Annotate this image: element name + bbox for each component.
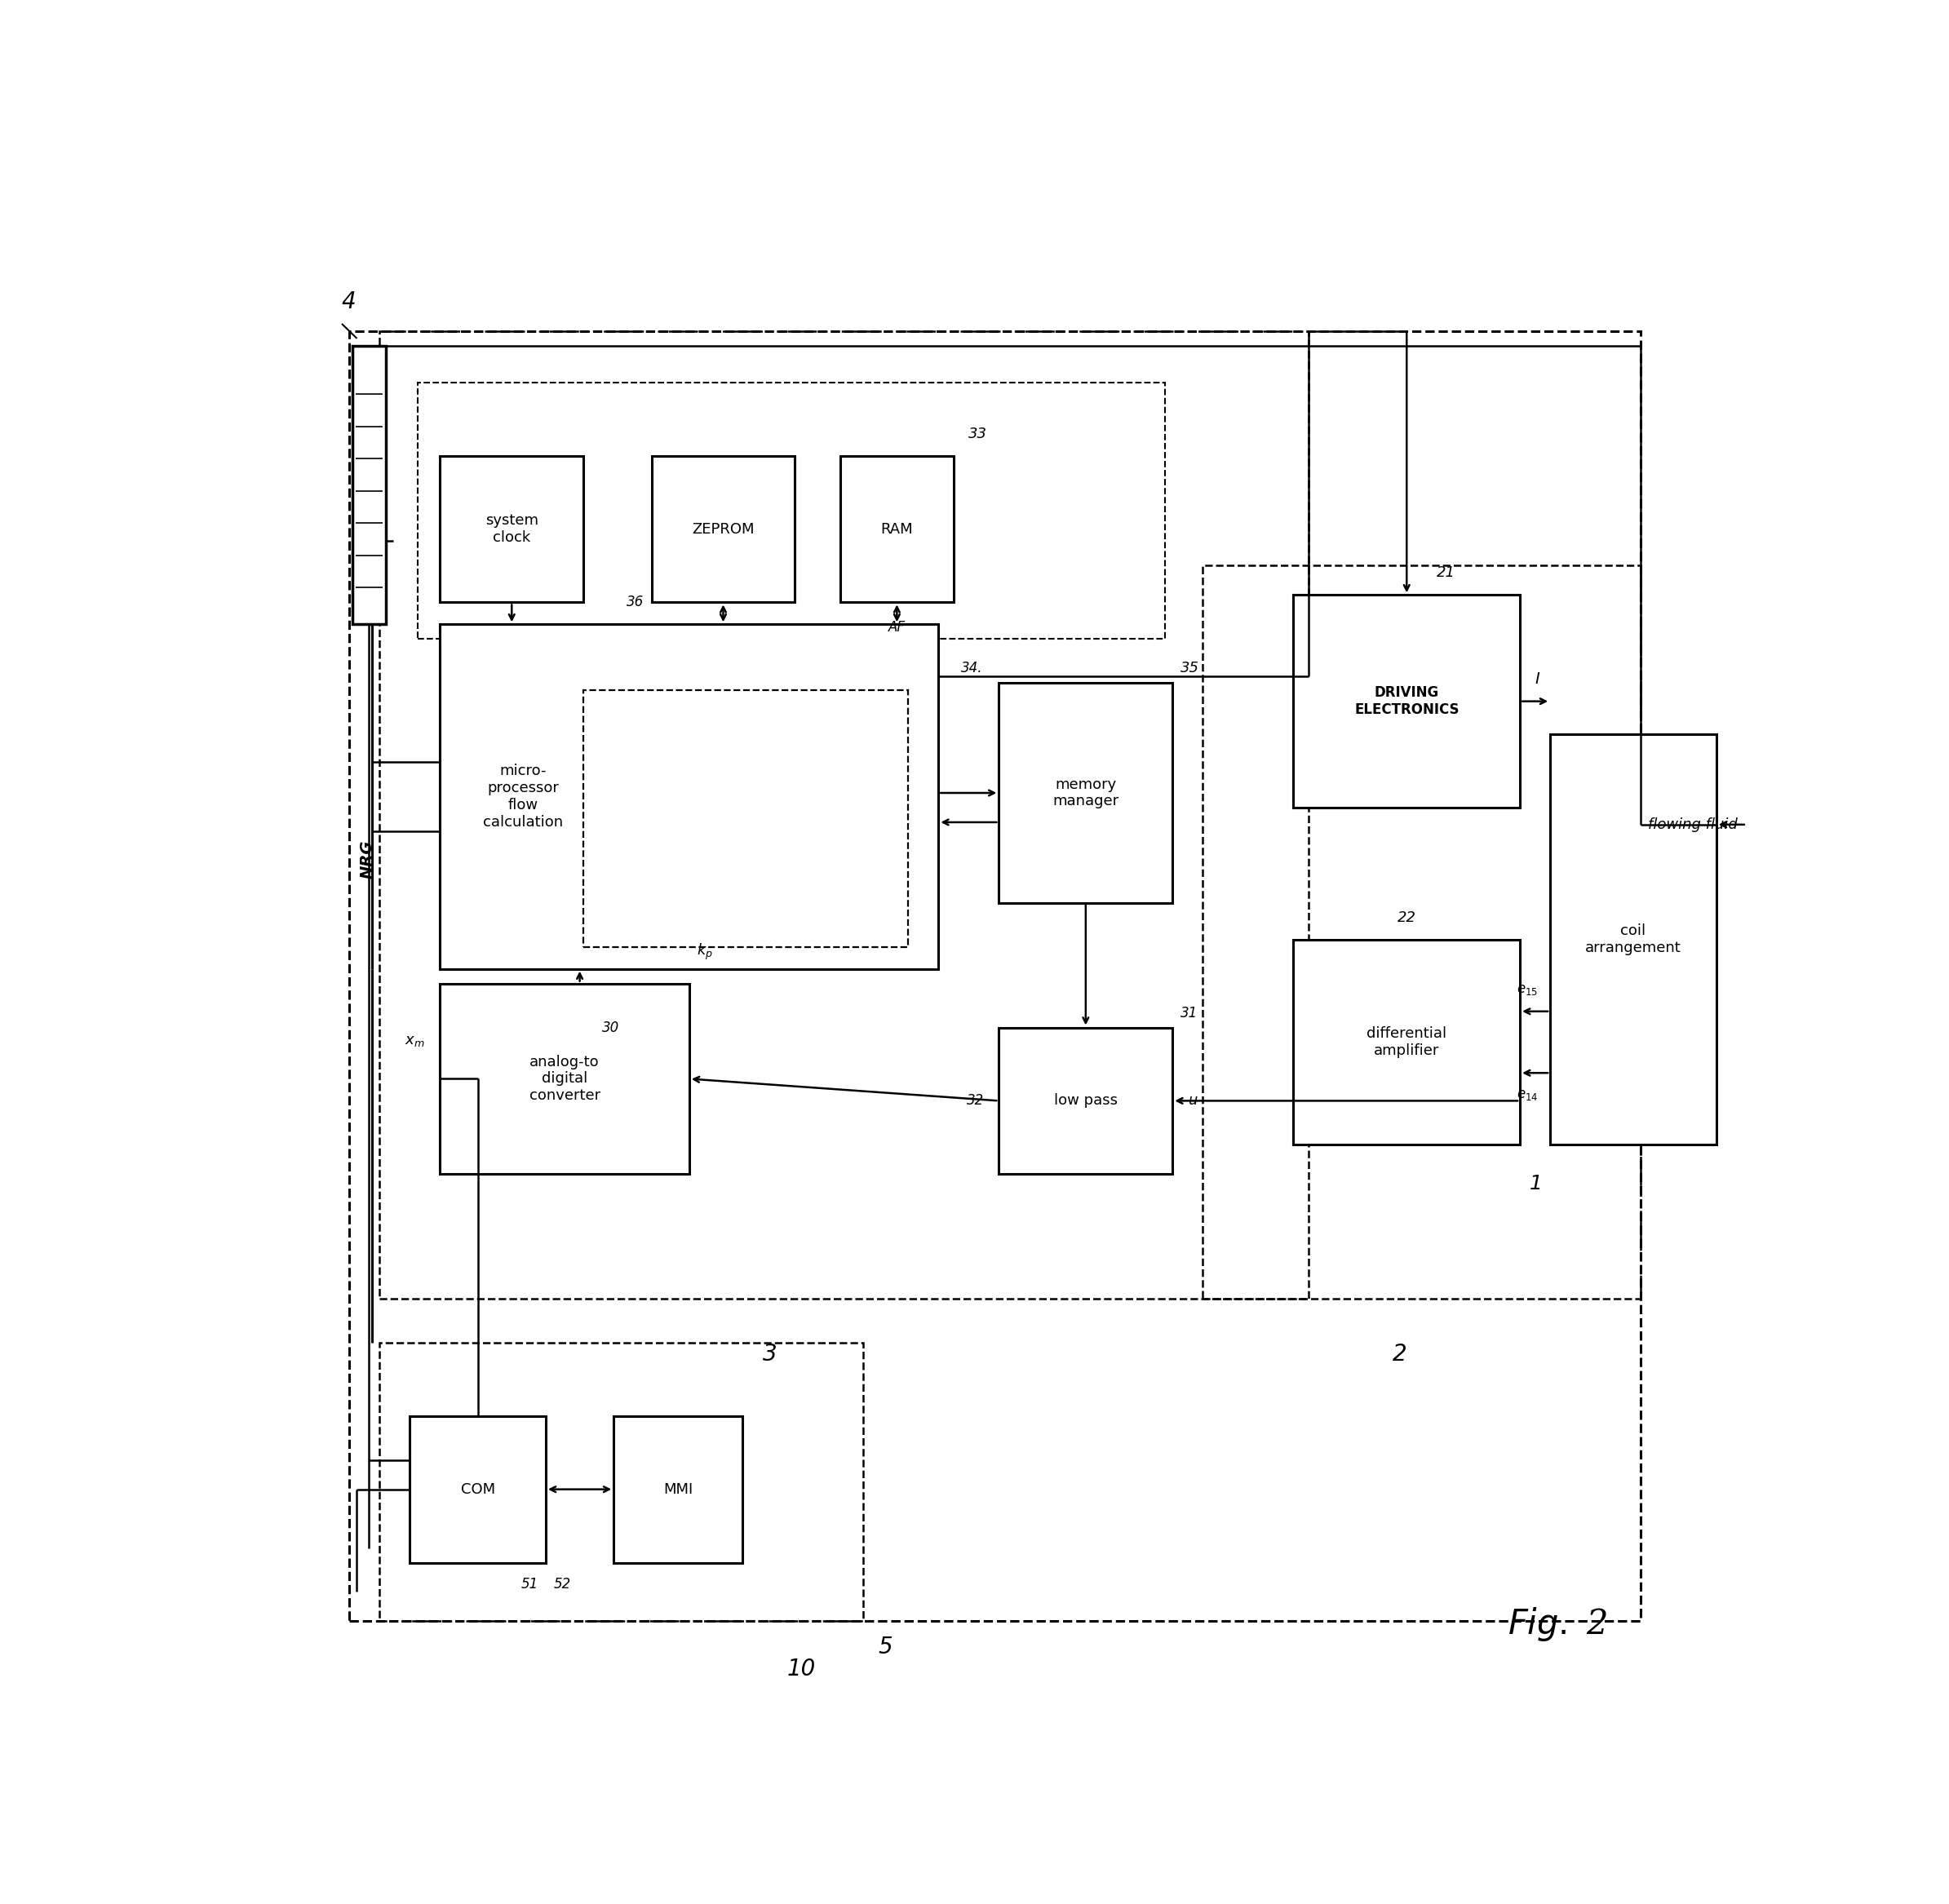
- Bar: [840, 455, 953, 602]
- Bar: [353, 347, 386, 625]
- Text: 1: 1: [1530, 1175, 1544, 1194]
- Bar: [998, 1028, 1173, 1175]
- Text: DRIVING
ELECTRONICS: DRIVING ELECTRONICS: [1355, 685, 1460, 718]
- Text: 5: 5: [877, 1636, 893, 1658]
- Text: 31: 31: [1179, 1005, 1197, 1021]
- Bar: [349, 331, 1641, 1622]
- Text: $x_m$: $x_m$: [405, 1034, 425, 1047]
- Text: 32: 32: [967, 1093, 984, 1108]
- Text: coil
arrangement: coil arrangement: [1585, 923, 1682, 956]
- Text: $k_p$: $k_p$: [698, 942, 713, 962]
- Text: 22: 22: [1397, 910, 1417, 925]
- Bar: [440, 984, 690, 1175]
- Text: 36: 36: [626, 594, 643, 609]
- Bar: [380, 1342, 863, 1622]
- Text: micro-
processor
flow
calculation: micro- processor flow calculation: [483, 764, 563, 830]
- Text: system
clock: system clock: [485, 514, 538, 545]
- Text: I: I: [1536, 670, 1540, 687]
- Text: 3: 3: [762, 1342, 778, 1365]
- Text: 34.: 34.: [961, 661, 982, 676]
- Text: 35: 35: [1179, 661, 1199, 676]
- Text: ZEPROM: ZEPROM: [692, 522, 754, 537]
- Bar: [1549, 735, 1717, 1144]
- Text: analog-to
digital
converter: analog-to digital converter: [528, 1055, 600, 1102]
- Text: $u$: $u$: [1187, 1093, 1199, 1108]
- Text: 2: 2: [1394, 1342, 1407, 1365]
- Text: 51: 51: [520, 1577, 538, 1592]
- Text: flowing fluid: flowing fluid: [1649, 817, 1739, 832]
- Text: low pass: low pass: [1054, 1093, 1117, 1108]
- Bar: [440, 455, 583, 602]
- Text: COM: COM: [460, 1481, 495, 1497]
- Text: $\mathit{Fig.}$ 2: $\mathit{Fig.}$ 2: [1509, 1605, 1608, 1643]
- Text: $e_{15}$: $e_{15}$: [1516, 982, 1538, 996]
- Text: 4: 4: [341, 291, 357, 314]
- Text: 21: 21: [1436, 565, 1456, 581]
- Bar: [409, 1417, 546, 1563]
- Text: 10: 10: [787, 1658, 817, 1681]
- Text: AF: AF: [889, 621, 906, 634]
- Bar: [417, 383, 1166, 640]
- Bar: [1203, 565, 1641, 1299]
- Text: MMI: MMI: [663, 1481, 692, 1497]
- Bar: [380, 331, 1308, 1299]
- Bar: [998, 684, 1173, 902]
- Text: 33: 33: [969, 426, 988, 442]
- Bar: [583, 691, 908, 946]
- Bar: [614, 1417, 743, 1563]
- Bar: [1294, 939, 1520, 1144]
- Bar: [651, 455, 795, 602]
- Bar: [1294, 594, 1520, 807]
- Text: differential
amplifier: differential amplifier: [1366, 1026, 1446, 1059]
- Text: RAM: RAM: [881, 522, 912, 537]
- Text: 30: 30: [602, 1021, 620, 1036]
- Text: NRG: NRG: [361, 840, 376, 878]
- Text: 52: 52: [554, 1577, 571, 1592]
- Text: memory
manager: memory manager: [1052, 777, 1119, 809]
- Text: $e_{14}$: $e_{14}$: [1516, 1087, 1538, 1102]
- Bar: [440, 625, 939, 969]
